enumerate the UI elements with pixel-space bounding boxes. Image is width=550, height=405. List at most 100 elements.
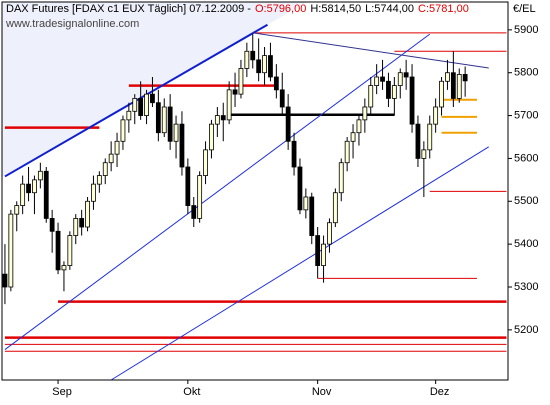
candle-body [338,162,344,194]
candle-body [37,170,43,181]
candle-body [386,80,391,99]
chart-title: DAX Futures [FDAX c1 EUX Täglich] 07.12.… [6,3,251,15]
candle-body [73,218,79,236]
candle-body [445,72,450,82]
candle-body [244,50,250,69]
y-tick-label: 5700 [514,109,538,121]
candle-body [214,115,220,125]
candle-body [102,162,108,176]
candle-body [321,243,326,266]
candle-body [132,98,138,112]
candle-body [374,76,380,86]
candle-body [126,110,132,121]
candle-body [256,59,262,74]
trend-line [4,33,431,350]
candle-body [421,149,427,159]
candle-body [26,183,31,194]
candle-body [409,76,415,125]
candle-body [55,230,61,271]
candle-body [43,170,49,219]
candle-body [179,123,185,168]
candle-body [14,205,20,215]
close-label: C:5781,00 [418,3,469,15]
candle-body [209,123,214,151]
candle-body [226,89,232,121]
candle-body [403,72,409,78]
open-label: O:5796,00 [255,3,306,15]
candle-body [203,149,208,176]
candle-body [262,55,267,74]
candle-body [96,175,102,185]
candle-body [332,192,338,224]
candle-body [161,106,167,134]
high-label: H:5814,50 [310,3,361,15]
candle-body [91,183,96,202]
candle-body [8,213,14,288]
y-tick-label: 5900 [514,24,538,36]
candle-body [79,218,85,228]
candle-body [291,140,297,168]
candle-body [20,183,26,206]
candle-body [391,85,397,99]
candle-body [315,235,321,266]
candle-body [439,80,444,108]
y-tick-label: 5400 [514,238,538,250]
x-tick-label: Sep [52,386,72,398]
candle-body [268,55,273,78]
candle-body [49,218,55,232]
candle-body [155,102,161,134]
candle-body [456,74,462,99]
candle-body [120,119,126,142]
y-tick-label: 5200 [514,324,538,336]
candle-body [144,93,149,116]
candle-body [32,179,37,194]
candle-body [433,106,439,125]
candle-body [138,98,144,116]
watermark: www.tradesignalonline.com [5,18,139,30]
y-tick-label: 5600 [514,152,538,164]
candle-body [67,235,73,266]
plot-border [1,1,509,381]
low-label: L:5744,00 [365,3,414,15]
candle-body [344,140,350,164]
candle-body [185,166,191,206]
y-tick-label: 5500 [514,195,538,207]
plot-area [2,2,507,381]
candle-body [220,115,226,121]
x-tick-label: Nov [312,386,332,398]
candle-body [356,119,362,134]
candle-body [232,89,238,95]
candle-body [167,106,173,142]
candle-body [462,74,468,82]
candle-body [368,85,374,108]
trend-line [110,146,490,381]
candle-body [85,200,90,228]
candle-body [61,265,67,271]
candle-body [309,196,315,236]
candle-body [108,153,114,164]
candle-body [362,106,368,121]
x-tick-label: Dez [430,386,450,398]
trend-line [252,32,489,69]
candle-body [2,273,8,288]
candle-body [273,76,279,91]
candle-body [114,140,120,155]
candle-body [450,72,456,99]
y-tick-label: 5300 [514,281,538,293]
candle-body [415,123,421,159]
candle-body [173,123,179,142]
candle-body [250,50,256,61]
y-tick-label: 5800 [514,67,538,79]
candle-body [380,76,385,82]
candle-body [303,196,309,211]
candle-body [327,222,332,245]
candle-body [427,123,433,151]
candle-body [279,89,285,108]
candle-body [297,166,303,211]
candle-body [238,68,244,95]
candle-body [285,106,291,142]
candle-body [191,205,197,219]
y-axis-label: €/EL [513,3,536,15]
